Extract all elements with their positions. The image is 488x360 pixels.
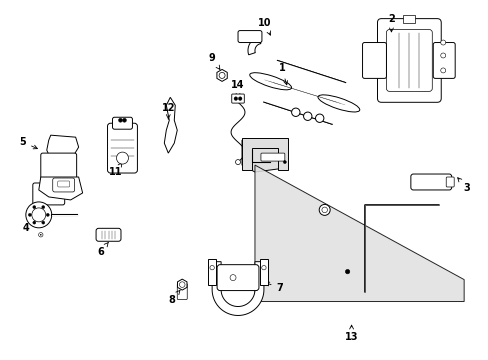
Text: 14: 14 bbox=[231, 80, 244, 98]
Circle shape bbox=[28, 213, 31, 216]
Bar bbox=[403, 15, 414, 23]
Circle shape bbox=[40, 234, 41, 235]
Circle shape bbox=[345, 269, 349, 274]
FancyBboxPatch shape bbox=[107, 123, 137, 173]
Circle shape bbox=[238, 97, 242, 100]
Polygon shape bbox=[47, 135, 79, 163]
Circle shape bbox=[315, 114, 323, 122]
FancyBboxPatch shape bbox=[33, 183, 64, 205]
Text: 2: 2 bbox=[387, 14, 394, 32]
Circle shape bbox=[41, 206, 45, 208]
FancyBboxPatch shape bbox=[177, 284, 187, 300]
Circle shape bbox=[229, 275, 236, 280]
Circle shape bbox=[235, 159, 240, 165]
Ellipse shape bbox=[249, 73, 291, 90]
Text: 4: 4 bbox=[22, 217, 40, 233]
Circle shape bbox=[26, 202, 52, 228]
FancyBboxPatch shape bbox=[362, 42, 386, 78]
FancyBboxPatch shape bbox=[410, 174, 451, 190]
FancyBboxPatch shape bbox=[58, 181, 69, 187]
Circle shape bbox=[122, 118, 126, 122]
Circle shape bbox=[303, 112, 311, 121]
Polygon shape bbox=[242, 138, 287, 170]
Circle shape bbox=[32, 208, 46, 222]
Circle shape bbox=[118, 118, 122, 122]
Text: 5: 5 bbox=[20, 137, 37, 149]
Circle shape bbox=[283, 161, 286, 163]
Text: 8: 8 bbox=[168, 290, 180, 305]
Circle shape bbox=[179, 282, 184, 287]
Polygon shape bbox=[217, 69, 227, 81]
Text: 1: 1 bbox=[278, 63, 287, 85]
FancyBboxPatch shape bbox=[53, 178, 75, 192]
Text: 6: 6 bbox=[97, 242, 108, 257]
FancyBboxPatch shape bbox=[377, 19, 440, 102]
Circle shape bbox=[39, 233, 43, 237]
Circle shape bbox=[46, 213, 49, 216]
Circle shape bbox=[440, 68, 445, 73]
Ellipse shape bbox=[317, 95, 359, 112]
Text: 9: 9 bbox=[208, 54, 220, 69]
FancyBboxPatch shape bbox=[261, 153, 285, 161]
Circle shape bbox=[33, 221, 36, 224]
Polygon shape bbox=[39, 177, 82, 200]
Circle shape bbox=[234, 97, 237, 100]
Circle shape bbox=[321, 207, 327, 213]
Text: 10: 10 bbox=[258, 18, 271, 35]
FancyBboxPatch shape bbox=[41, 153, 77, 179]
Text: 13: 13 bbox=[344, 325, 358, 342]
Bar bbox=[260, 259, 267, 285]
FancyBboxPatch shape bbox=[96, 228, 121, 241]
Polygon shape bbox=[242, 140, 285, 172]
Polygon shape bbox=[264, 60, 345, 124]
Circle shape bbox=[33, 206, 36, 208]
Circle shape bbox=[291, 108, 299, 116]
Polygon shape bbox=[164, 97, 177, 153]
FancyBboxPatch shape bbox=[446, 177, 453, 187]
Text: 7: 7 bbox=[265, 282, 283, 293]
Text: 3: 3 bbox=[457, 178, 469, 193]
Polygon shape bbox=[212, 262, 264, 315]
Circle shape bbox=[41, 221, 45, 224]
FancyBboxPatch shape bbox=[112, 117, 132, 129]
Text: 12: 12 bbox=[161, 103, 175, 119]
FancyBboxPatch shape bbox=[231, 94, 244, 103]
Circle shape bbox=[209, 265, 214, 270]
Circle shape bbox=[440, 53, 445, 58]
Circle shape bbox=[116, 152, 128, 164]
FancyBboxPatch shape bbox=[432, 42, 454, 78]
FancyBboxPatch shape bbox=[386, 30, 431, 91]
FancyBboxPatch shape bbox=[217, 265, 259, 291]
Circle shape bbox=[319, 204, 329, 215]
Circle shape bbox=[261, 265, 265, 270]
Circle shape bbox=[440, 40, 445, 45]
Polygon shape bbox=[247, 37, 260, 55]
Polygon shape bbox=[177, 279, 186, 290]
Polygon shape bbox=[254, 165, 463, 302]
Text: 11: 11 bbox=[108, 163, 122, 177]
FancyBboxPatch shape bbox=[238, 31, 262, 42]
Bar bbox=[208, 259, 216, 285]
Circle shape bbox=[219, 72, 224, 78]
